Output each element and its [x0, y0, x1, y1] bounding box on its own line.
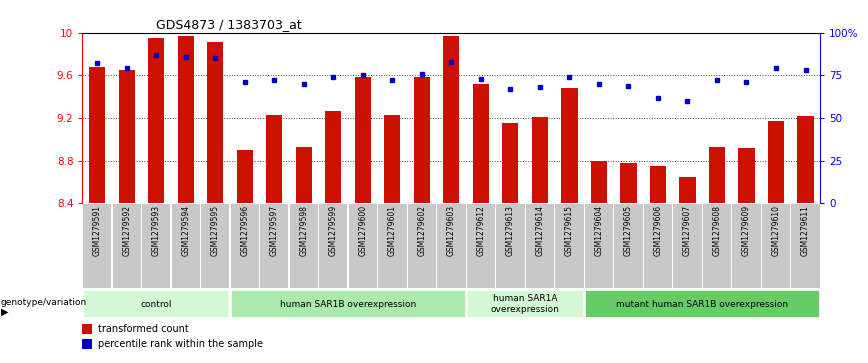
- Text: GSM1279596: GSM1279596: [240, 205, 249, 256]
- Text: human SAR1B overexpression: human SAR1B overexpression: [280, 299, 416, 309]
- Bar: [82, 339, 92, 349]
- FancyBboxPatch shape: [83, 290, 229, 318]
- Bar: [591, 160, 607, 203]
- Text: GSM1279612: GSM1279612: [477, 205, 485, 256]
- Text: GSM1279598: GSM1279598: [299, 205, 308, 256]
- Bar: [562, 88, 577, 203]
- FancyBboxPatch shape: [762, 204, 790, 288]
- Text: GSM1279594: GSM1279594: [181, 205, 190, 256]
- Bar: [326, 110, 341, 203]
- Bar: [680, 177, 695, 203]
- Bar: [266, 115, 282, 203]
- FancyBboxPatch shape: [231, 204, 259, 288]
- Text: GSM1279595: GSM1279595: [211, 205, 220, 256]
- FancyBboxPatch shape: [733, 204, 760, 288]
- Text: GSM1279599: GSM1279599: [329, 205, 338, 256]
- Text: genotype/variation: genotype/variation: [1, 298, 87, 307]
- Bar: [798, 116, 813, 203]
- FancyBboxPatch shape: [496, 204, 524, 288]
- Text: percentile rank within the sample: percentile rank within the sample: [97, 339, 263, 349]
- FancyBboxPatch shape: [674, 204, 701, 288]
- Text: GSM1279606: GSM1279606: [654, 205, 662, 256]
- FancyBboxPatch shape: [231, 290, 465, 318]
- Bar: [178, 36, 194, 203]
- Bar: [82, 324, 92, 334]
- Text: GSM1279597: GSM1279597: [270, 205, 279, 256]
- Text: GSM1279611: GSM1279611: [801, 205, 810, 256]
- FancyBboxPatch shape: [792, 204, 819, 288]
- FancyBboxPatch shape: [201, 204, 229, 288]
- Bar: [768, 121, 784, 203]
- Bar: [503, 123, 518, 203]
- Text: GSM1279591: GSM1279591: [93, 205, 102, 256]
- Bar: [621, 163, 636, 203]
- FancyBboxPatch shape: [172, 204, 200, 288]
- FancyBboxPatch shape: [437, 204, 465, 288]
- Bar: [532, 117, 548, 203]
- FancyBboxPatch shape: [467, 290, 583, 318]
- Bar: [119, 70, 135, 203]
- Text: GSM1279610: GSM1279610: [772, 205, 780, 256]
- FancyBboxPatch shape: [585, 204, 613, 288]
- Text: GSM1279607: GSM1279607: [683, 205, 692, 256]
- Text: GDS4873 / 1383703_at: GDS4873 / 1383703_at: [156, 19, 302, 32]
- Text: mutant human SAR1B overexpression: mutant human SAR1B overexpression: [616, 299, 788, 309]
- FancyBboxPatch shape: [585, 290, 819, 318]
- Bar: [148, 38, 164, 203]
- FancyBboxPatch shape: [644, 204, 672, 288]
- FancyBboxPatch shape: [556, 204, 583, 288]
- FancyBboxPatch shape: [113, 204, 141, 288]
- Text: GSM1279609: GSM1279609: [742, 205, 751, 256]
- Text: GSM1279608: GSM1279608: [713, 205, 721, 256]
- FancyBboxPatch shape: [615, 204, 642, 288]
- Text: GSM1279613: GSM1279613: [506, 205, 515, 256]
- FancyBboxPatch shape: [408, 204, 436, 288]
- Bar: [237, 150, 253, 203]
- Text: GSM1279593: GSM1279593: [152, 205, 161, 256]
- FancyBboxPatch shape: [319, 204, 347, 288]
- Text: GSM1279614: GSM1279614: [536, 205, 544, 256]
- Text: transformed count: transformed count: [97, 325, 188, 334]
- FancyBboxPatch shape: [83, 204, 111, 288]
- Bar: [444, 36, 459, 203]
- Bar: [650, 166, 666, 203]
- Text: control: control: [141, 299, 172, 309]
- Text: GSM1279604: GSM1279604: [595, 205, 603, 256]
- FancyBboxPatch shape: [290, 204, 318, 288]
- FancyBboxPatch shape: [142, 204, 170, 288]
- Bar: [207, 42, 223, 203]
- Bar: [414, 77, 430, 203]
- Text: GSM1279592: GSM1279592: [122, 205, 131, 256]
- Text: GSM1279605: GSM1279605: [624, 205, 633, 256]
- Text: GSM1279603: GSM1279603: [447, 205, 456, 256]
- Bar: [355, 77, 371, 203]
- Text: GSM1279600: GSM1279600: [358, 205, 367, 256]
- Bar: [385, 115, 400, 203]
- Bar: [709, 147, 725, 203]
- Text: GSM1279601: GSM1279601: [388, 205, 397, 256]
- Bar: [296, 147, 312, 203]
- FancyBboxPatch shape: [703, 204, 731, 288]
- FancyBboxPatch shape: [260, 204, 288, 288]
- FancyBboxPatch shape: [349, 204, 377, 288]
- FancyBboxPatch shape: [378, 204, 406, 288]
- Text: GSM1279615: GSM1279615: [565, 205, 574, 256]
- Bar: [473, 84, 489, 203]
- FancyBboxPatch shape: [526, 204, 554, 288]
- Bar: [739, 148, 754, 203]
- Text: GSM1279602: GSM1279602: [418, 205, 426, 256]
- Text: ▶: ▶: [1, 307, 9, 317]
- FancyBboxPatch shape: [467, 204, 495, 288]
- Text: human SAR1A
overexpression: human SAR1A overexpression: [490, 294, 560, 314]
- Bar: [89, 67, 105, 203]
